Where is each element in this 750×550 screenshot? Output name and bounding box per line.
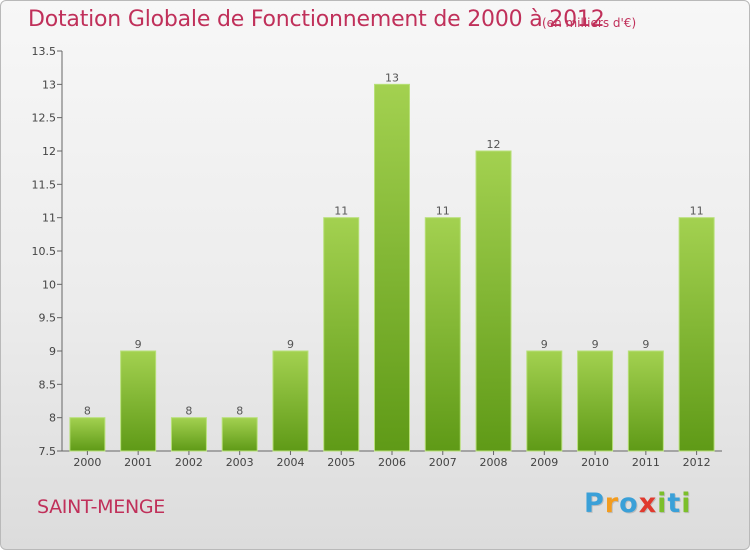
value-label: 11 — [334, 205, 348, 218]
value-label: 8 — [84, 405, 91, 418]
x-tick-label: 2004 — [276, 456, 304, 469]
y-tick-label: 11 — [42, 212, 56, 225]
value-label: 11 — [690, 205, 704, 218]
value-label: 9 — [592, 338, 599, 351]
bar-2003 — [221, 417, 258, 452]
x-tick-label: 2001 — [124, 456, 152, 469]
y-tick-label: 10.5 — [32, 245, 57, 258]
value-label: 12 — [487, 138, 501, 151]
x-tick-label: 2009 — [530, 456, 558, 469]
logo-letter: t — [667, 488, 682, 519]
logo-letter: r — [604, 488, 620, 519]
logo-letter: i — [681, 488, 692, 519]
bar-2004 — [272, 350, 309, 452]
x-tick-label: 2010 — [581, 456, 609, 469]
bar-2005 — [323, 217, 360, 452]
y-tick-label: 12 — [42, 145, 56, 158]
bar-2007 — [424, 217, 461, 452]
y-tick-label: 7.5 — [39, 445, 57, 458]
logo-letter: o — [619, 488, 639, 519]
place-name: SAINT-MENGE — [37, 496, 165, 518]
y-tick-label: 10 — [42, 278, 56, 291]
x-tick-label: 2005 — [327, 456, 355, 469]
logo-letter: x — [638, 488, 658, 519]
bar-2008 — [475, 150, 512, 452]
x-tick-label: 2011 — [632, 456, 660, 469]
y-tick-label: 9 — [49, 345, 56, 358]
bar-2010 — [577, 350, 614, 452]
y-tick-label: 13 — [42, 78, 56, 91]
value-label: 9 — [135, 338, 142, 351]
value-label: 9 — [541, 338, 548, 351]
y-tick-label: 13.5 — [32, 45, 57, 58]
bar-2002 — [170, 417, 207, 452]
proxiti-logo: Proxiti — [584, 488, 692, 519]
value-label: 8 — [236, 405, 243, 418]
chart-unit: (en milliers d'€) — [542, 16, 637, 30]
value-label: 9 — [287, 338, 294, 351]
x-tick-label: 2012 — [683, 456, 711, 469]
y-tick-label: 9.5 — [39, 312, 57, 325]
y-tick-label: 11.5 — [32, 178, 57, 191]
bar-2000 — [69, 417, 106, 452]
logo-letter: i — [657, 488, 668, 519]
value-label: 9 — [642, 338, 649, 351]
y-tick-label: 12.5 — [32, 112, 57, 125]
bar-2001 — [120, 350, 157, 452]
chart-title: Dotation Globale de Fonctionnement de 20… — [28, 7, 605, 32]
x-tick-label: 2000 — [73, 456, 101, 469]
logo-letter: P — [584, 488, 605, 519]
value-label: 8 — [185, 405, 192, 418]
bar-2009 — [526, 350, 563, 452]
bar-2011 — [627, 350, 664, 452]
value-label: 13 — [385, 71, 399, 84]
y-tick-label: 8.5 — [39, 378, 57, 391]
x-tick-label: 2003 — [226, 456, 254, 469]
x-tick-label: 2002 — [175, 456, 203, 469]
x-tick-label: 2007 — [429, 456, 457, 469]
bar-2012 — [678, 217, 715, 452]
x-tick-label: 2008 — [480, 456, 508, 469]
x-tick-label: 2006 — [378, 456, 406, 469]
y-tick-label: 8 — [49, 412, 56, 425]
value-label: 11 — [436, 205, 450, 218]
bar-2006 — [374, 83, 410, 452]
